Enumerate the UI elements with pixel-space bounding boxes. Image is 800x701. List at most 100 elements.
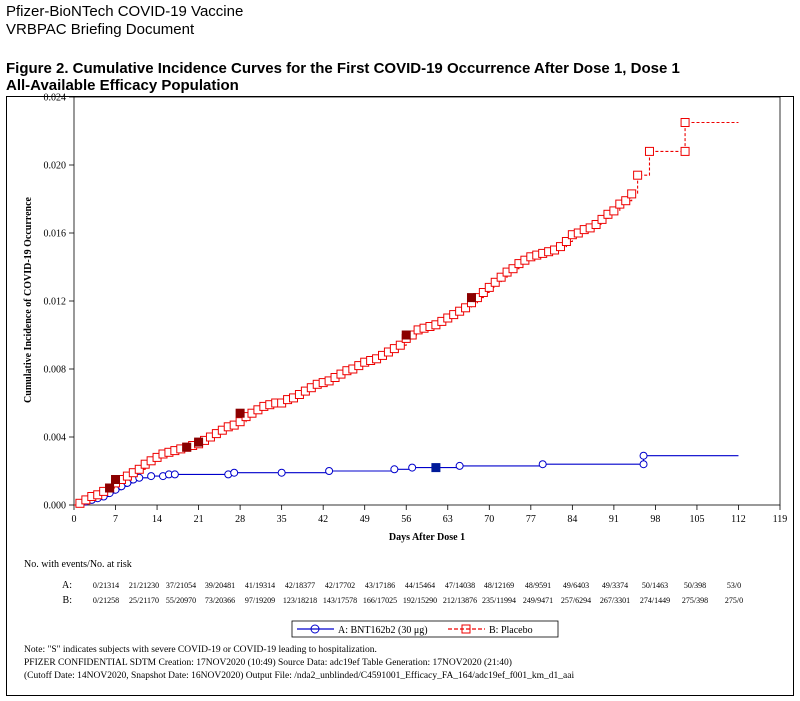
- risk-cell: 44/15464: [405, 581, 435, 590]
- risk-cell: 275/398: [682, 596, 708, 605]
- series-b-marker: [478, 288, 488, 297]
- series-b-marker: [680, 118, 690, 127]
- risk-cell: 47/14038: [445, 581, 475, 590]
- series-a-marker: [408, 463, 417, 472]
- risk-cell: 55/20970: [166, 596, 196, 605]
- risk-cell: 166/17025: [363, 596, 397, 605]
- series-a-marker: [230, 468, 239, 477]
- series-a-group: [74, 451, 739, 508]
- series-a-marker: [390, 465, 399, 474]
- risk-cell: 50/398: [684, 581, 706, 590]
- figure-title-line2: All-Available Efficacy Population: [6, 77, 239, 94]
- x-axis-label: Days After Dose 1: [389, 532, 465, 543]
- legend-a-label: A: BNT162b2 (30 μg): [338, 625, 428, 636]
- risk-cell: 43/17186: [365, 581, 395, 590]
- x-tick-label: 91: [609, 514, 619, 525]
- x-tick-label: 35: [277, 514, 287, 525]
- series-b-marker: [680, 146, 690, 156]
- series-a-marker: [639, 460, 648, 469]
- risk-table: A: 0/21314 21/21230 37/21054 39/20481 41/1931…: [62, 580, 743, 606]
- risk-cell: 25/21170: [129, 596, 159, 605]
- risk-cell: 39/20481: [205, 581, 235, 590]
- series-a-marker: [639, 451, 648, 460]
- y-tick-label: 0.024: [44, 93, 67, 104]
- x-tick-label: 77: [526, 514, 536, 525]
- risk-cell: 123/18218: [283, 596, 317, 605]
- x-tick-label: 63: [443, 514, 453, 525]
- y-axis-label: Cumulative Incidence of COVID-19 Occurre…: [23, 196, 34, 402]
- x-tick-label: 84: [567, 514, 577, 525]
- series-b-marker: [609, 206, 619, 216]
- legend-b-marker: [461, 624, 471, 634]
- chart-axes: 0 7 14 21 28 35 42 49 56 63 70 77 84 91 98 105 112 119 0.0…: [44, 93, 788, 526]
- risk-cell: 212/13876: [443, 596, 477, 605]
- plot-area-frame: [73, 96, 781, 506]
- y-tick-label: 0.008: [44, 365, 67, 376]
- series-a-marker: [277, 468, 286, 477]
- series-a-marker: [325, 467, 334, 475]
- x-tick-label: 70: [484, 514, 494, 525]
- series-b-marker: [496, 272, 506, 282]
- x-tick-label: 0: [72, 514, 77, 525]
- x-tick-label: 14: [152, 514, 162, 525]
- x-tick-label: 105: [689, 514, 704, 525]
- series-b-marker: [555, 242, 565, 252]
- x-tick-label: 7: [113, 514, 118, 525]
- series-b-severe-marker: [235, 408, 245, 418]
- note-line1: Note: "S" indicates subjects with severe…: [24, 645, 377, 655]
- risk-cell: 21/21230: [129, 581, 159, 590]
- series-b-marker: [490, 277, 500, 287]
- y-tick-label: 0.012: [44, 297, 67, 308]
- x-tick-label: 49: [360, 514, 370, 525]
- series-a-marker: [147, 472, 156, 481]
- legend-box: [291, 620, 559, 638]
- series-b-marker: [597, 214, 607, 224]
- risk-cell: 41/19314: [245, 581, 275, 590]
- series-b-marker: [627, 189, 637, 199]
- x-tick-label: 28: [235, 514, 245, 525]
- series-a-line: [74, 455, 739, 506]
- document-header-line1: Pfizer-BioNTech COVID-19 Vaccine: [6, 3, 244, 20]
- series-b-severe-marker: [401, 330, 411, 340]
- risk-cell: 42/17702: [325, 581, 355, 590]
- series-b-severe-marker: [111, 475, 121, 484]
- series-b-marker: [484, 282, 494, 292]
- figure-frame: [6, 96, 794, 696]
- risk-cell: 49/3374: [602, 581, 628, 590]
- note-line2: PFIZER CONFIDENTIAL SDTM Creation: 17NOV…: [24, 657, 512, 668]
- series-b-marker: [508, 264, 518, 274]
- legend-a-marker: [310, 624, 320, 634]
- x-tick-label: 56: [401, 514, 411, 525]
- risk-cell: 42/18377: [285, 581, 315, 590]
- legend-b-label: B: Placebo: [489, 625, 533, 636]
- risk-cell: 257/6294: [561, 596, 591, 605]
- risk-cell: 249/9471: [523, 596, 553, 605]
- risk-cell: 53/0: [727, 581, 741, 590]
- risk-row-a-label: A:: [62, 580, 72, 591]
- series-b-severe-marker: [105, 483, 115, 493]
- series-b-marker: [561, 237, 571, 246]
- series-b-marker: [621, 196, 631, 206]
- legend: A: BNT162b2 (30 μg) B: Placebo: [291, 620, 559, 638]
- risk-cell: 275/0: [725, 596, 743, 605]
- series-b-marker: [591, 220, 601, 229]
- x-tick-label: 98: [650, 514, 660, 525]
- risk-cell: 48/12169: [484, 581, 514, 590]
- series-a-severe-marker: [431, 463, 441, 473]
- risk-cell: 37/21054: [166, 581, 196, 590]
- risk-cell: 143/17578: [323, 596, 357, 605]
- series-a-marker: [170, 470, 179, 479]
- series-b-marker: [644, 146, 654, 156]
- series-b-marker: [461, 303, 471, 313]
- risk-cell: 50/1463: [642, 581, 668, 590]
- x-tick-label: 21: [194, 514, 204, 525]
- y-tick-label: 0.020: [44, 161, 67, 172]
- risk-cell: 0/21258: [93, 596, 119, 605]
- series-a-marker: [455, 461, 464, 470]
- series-b-marker: [395, 340, 405, 350]
- risk-cell: 267/3301: [600, 596, 630, 605]
- y-tick-label: 0.000: [44, 501, 67, 512]
- note-line3: (Cutoff Date: 14NOV2020, Snapshot Date: …: [24, 670, 574, 681]
- figure-title-line1: Figure 2. Cumulative Incidence Curves fo…: [6, 60, 680, 77]
